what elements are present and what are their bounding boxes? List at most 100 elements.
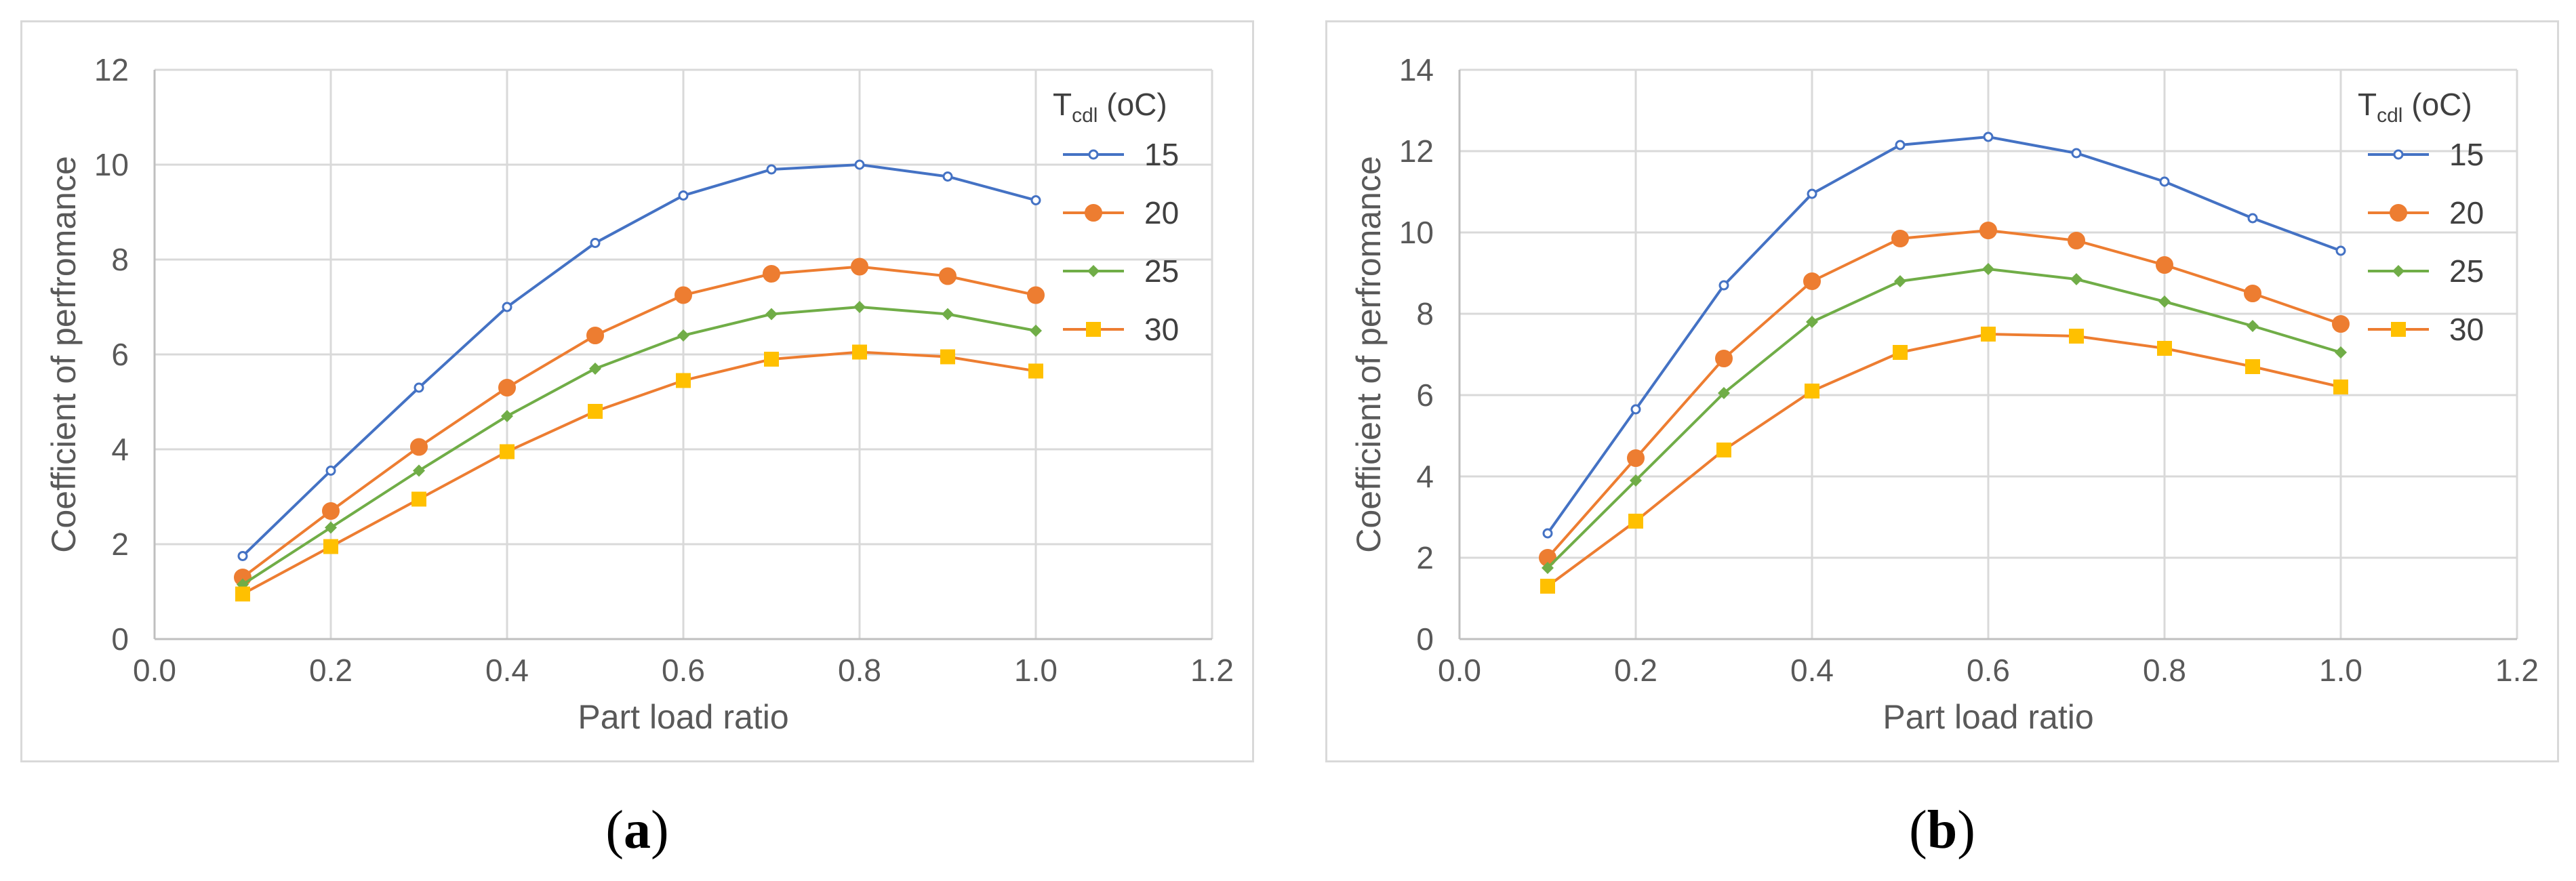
data-point-20 <box>1891 230 1909 247</box>
data-point-30 <box>1028 363 1043 379</box>
caption-a: (a) <box>605 800 669 860</box>
data-point-25 <box>942 308 954 321</box>
data-point-30 <box>1893 345 1908 360</box>
data-point-20 <box>1627 449 1645 467</box>
series-line-20 <box>1546 228 2341 559</box>
data-point-20 <box>410 438 428 456</box>
legend-title-suffix: (oC) <box>1098 87 1167 122</box>
data-point-30 <box>676 373 691 388</box>
data-point-30 <box>1540 579 1555 594</box>
data-point-20 <box>763 265 780 283</box>
x-tick-label: 0.4 <box>485 653 529 688</box>
data-point-25 <box>1718 387 1730 399</box>
x-tick-label: 0.8 <box>838 653 881 688</box>
y-tick-label: 8 <box>1416 296 1434 331</box>
legend-marker-15 <box>1088 149 1099 160</box>
data-point-30 <box>235 586 250 602</box>
data-point-20 <box>1803 272 1821 290</box>
data-point-30 <box>852 344 867 360</box>
legend-title-sub: cdl <box>2377 104 2402 127</box>
data-point-30 <box>2333 380 2348 394</box>
data-point-15 <box>414 382 424 393</box>
data-point-30 <box>323 539 338 554</box>
data-point-15 <box>678 190 689 201</box>
data-point-30 <box>2157 341 2172 356</box>
data-point-25 <box>2247 320 2259 332</box>
y-axis-title: Coefficient of perfromance <box>1350 156 1388 553</box>
data-point-20 <box>939 267 957 285</box>
data-point-15 <box>237 551 248 561</box>
series-line-25 <box>241 305 1037 586</box>
legend-title: Tcdl (oC) <box>2358 87 2472 127</box>
data-point-20 <box>498 379 516 396</box>
data-point-25 <box>1542 562 1554 574</box>
data-point-30 <box>411 491 426 507</box>
data-point-25 <box>1894 275 1906 287</box>
legend-label-15: 15 <box>1144 137 1179 172</box>
y-tick-label: 12 <box>94 52 129 87</box>
data-point-15 <box>2247 213 2258 224</box>
data-point-20 <box>2156 256 2173 274</box>
chart-b: 0.0 0.2 0.4 0.6 0.8 1.0 1.2 0 2 4 6 8 10 12 14 Part loa… <box>1350 52 2539 736</box>
data-point-25 <box>1030 325 1042 337</box>
data-point-30 <box>1716 443 1731 457</box>
y-tick-label: 4 <box>1416 459 1434 494</box>
legend-title-main: T <box>2358 87 2377 122</box>
y-tick-label: 6 <box>111 337 129 372</box>
series-line-25 <box>1546 267 2341 569</box>
x-tick-label: 1.0 <box>1014 653 1058 688</box>
x-tick-label: 0.0 <box>133 653 176 688</box>
legend-marker-20 <box>2390 204 2407 222</box>
data-point-25 <box>1806 316 1818 328</box>
data-point-20 <box>1027 286 1045 304</box>
data-point-20 <box>1979 222 1997 239</box>
data-point-20 <box>586 327 604 344</box>
data-point-15 <box>1630 404 1641 415</box>
legend-label-20: 20 <box>1144 195 1179 230</box>
data-point-30 <box>1981 327 1996 342</box>
legend-label-25: 25 <box>1144 253 1179 289</box>
data-point-20 <box>675 286 692 304</box>
legend-marker-30 <box>2391 322 2406 337</box>
y-tick-label: 2 <box>1416 540 1434 575</box>
data-point-15 <box>1718 280 1729 291</box>
data-point-30 <box>1805 384 1819 398</box>
legend-title: Tcdl (oC) <box>1053 87 1167 127</box>
legend-marker-15 <box>2393 149 2404 160</box>
chart-a: 0.0 0.2 0.4 0.6 0.8 1.0 1.2 0 2 4 6 8 10 12 Part load … <box>45 52 1234 736</box>
data-point-20 <box>322 502 340 520</box>
x-axis-title: Part load ratio <box>1883 698 2093 736</box>
x-axis-title: Part load ratio <box>578 698 788 736</box>
data-point-15 <box>325 466 336 476</box>
legend-label-30: 30 <box>1144 312 1179 347</box>
data-point-15 <box>854 159 865 170</box>
data-point-30 <box>1628 514 1643 529</box>
y-tick-label: 4 <box>111 432 129 467</box>
data-point-20 <box>2244 285 2261 302</box>
data-point-25 <box>2070 273 2082 285</box>
x-tick-label: 0.4 <box>1790 653 1834 688</box>
data-point-20 <box>851 258 868 276</box>
legend-label-20: 20 <box>2449 195 2484 230</box>
data-point-25 <box>1630 474 1642 487</box>
y-tick-label: 10 <box>94 147 129 182</box>
y-tick-label: 12 <box>1399 134 1434 169</box>
data-point-15 <box>1807 188 1817 199</box>
data-point-25 <box>677 329 689 342</box>
caption-b: (b) <box>1909 800 1975 860</box>
data-point-15 <box>1983 131 1994 142</box>
x-tick-label: 0.6 <box>662 653 705 688</box>
x-tick-label: 0.8 <box>2143 653 2186 688</box>
y-tick-label: 8 <box>111 242 129 277</box>
data-point-30 <box>764 352 779 367</box>
y-tick-label: 0 <box>111 621 129 657</box>
data-point-30 <box>2245 359 2260 374</box>
data-point-15 <box>942 171 953 182</box>
data-point-15 <box>2159 176 2170 187</box>
y-tick-label: 6 <box>1416 377 1434 413</box>
data-point-30 <box>500 444 515 459</box>
legend-title-sub: cdl <box>1072 104 1098 127</box>
data-point-15 <box>766 164 777 175</box>
y-tick-label: 2 <box>111 527 129 562</box>
data-point-25 <box>589 363 601 375</box>
